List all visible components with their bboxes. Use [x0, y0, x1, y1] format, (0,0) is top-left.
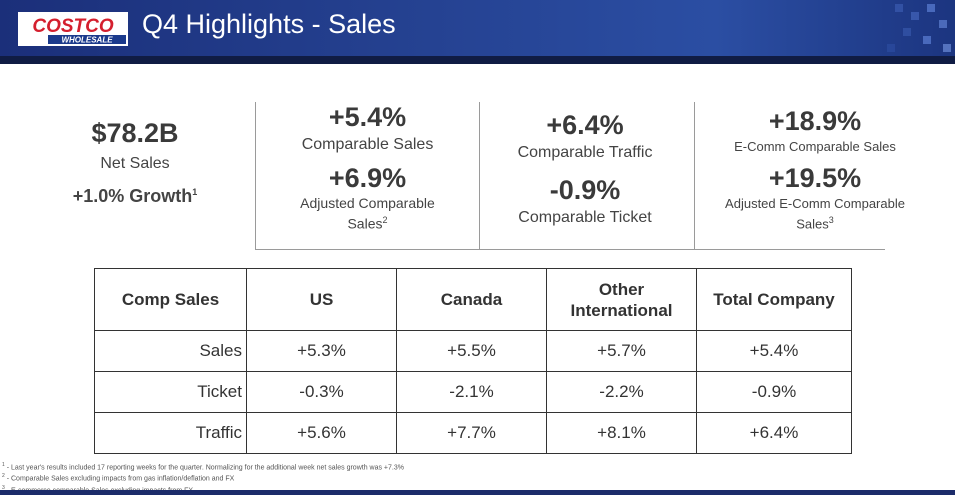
header-banner: COSTCO WHOLESALE Q4 Highlights - Sales [0, 0, 955, 56]
adjusted-ecomm-label-2-text: Sales [796, 216, 829, 232]
cell-sales-other-international: +5.7% [546, 330, 697, 372]
cell-traffic-other-international: +8.1% [546, 412, 697, 454]
page-title: Q4 Highlights - Sales [142, 9, 396, 39]
comparable-sales-label: Comparable Sales [301, 136, 434, 153]
comp-sales-table: Comp Sales US Canada Other International… [94, 268, 852, 454]
ecomm-kpi: +18.9% E-Comm Comparable Sales +19.5% Ad… [710, 104, 920, 232]
logo-wordmark: COSTCO [32, 16, 114, 37]
row-label-ticket: Ticket [94, 371, 247, 413]
table-header-row: Comp Sales US Canada Other International… [94, 268, 852, 331]
footnote-1: 1 - Last year's results included 17 repo… [2, 461, 404, 472]
footnote-2: 2 - Comparable Sales excluding impacts f… [2, 472, 404, 483]
adjusted-ecomm-value: +19.5% [768, 163, 862, 193]
comparable-ticket-value: -0.9% [549, 175, 621, 205]
table-row-traffic: Traffic +5.6% +7.7% +8.1% +6.4% [94, 412, 852, 454]
costco-logo: COSTCO WHOLESALE [18, 12, 128, 46]
ecomm-comparable-label: E-Comm Comparable Sales [734, 139, 896, 154]
comparable-traffic-value: +6.4% [546, 110, 624, 140]
header-comp-sales: Comp Sales [94, 268, 247, 331]
footer-bar [0, 490, 955, 495]
kpi-divider-2 [479, 102, 480, 250]
comparable-ticket-label: Comparable Ticket [518, 209, 652, 226]
footnote-3-mark: 3 [2, 484, 5, 491]
kpi-divider-1 [255, 102, 256, 250]
row-label-traffic: Traffic [94, 412, 247, 454]
adjusted-comparable-label-2-text: Sales [347, 215, 383, 232]
cell-sales-total: +5.4% [696, 330, 852, 372]
table-row-sales: Sales +5.3% +5.5% +5.7% +5.4% [94, 330, 852, 372]
net-sales-kpi: $78.2B Net Sales +1.0% Growth1 [55, 116, 215, 207]
logo-subtext: WHOLESALE [61, 36, 113, 45]
footnote-mark-1: 1 [192, 187, 198, 197]
cell-sales-canada: +5.5% [396, 330, 547, 372]
cell-traffic-canada: +7.7% [396, 412, 547, 454]
pixel-pattern-decoration [887, 4, 951, 52]
header-total-company: Total Company [696, 268, 852, 331]
header-other-international: Other International [546, 268, 697, 331]
cell-traffic-total: +6.4% [696, 412, 852, 454]
adjusted-ecomm-label-1: Adjusted E-Comm Comparable [725, 196, 905, 211]
comparable-traffic-kpi: +6.4% Comparable Traffic -0.9% Comparabl… [490, 108, 680, 228]
footnote-1-mark: 1 [2, 462, 5, 468]
comparable-traffic-label: Comparable Traffic [517, 144, 653, 161]
cell-ticket-other-international: -2.2% [546, 371, 697, 413]
net-sales-label: Net Sales [100, 155, 170, 172]
cell-ticket-total: -0.9% [696, 371, 852, 413]
footnote-1-text: - Last year's results included 17 report… [4, 464, 404, 472]
footnote-mark-2: 2 [382, 215, 388, 225]
footnote-mark-3: 3 [828, 215, 834, 225]
growth-text: +1.0% Growth [72, 186, 193, 206]
table-row-ticket: Ticket -0.3% -2.1% -2.2% -0.9% [94, 371, 852, 413]
footnote-2-text: - Comparable Sales excluding impacts fro… [4, 475, 235, 483]
comparable-sales-value: +5.4% [328, 102, 407, 132]
comparable-sales-kpi: +5.4% Comparable Sales +6.9% Adjusted Co… [270, 100, 465, 233]
adjusted-comparable-label-2: Sales2 [270, 212, 465, 233]
net-sales-value: $78.2B [91, 118, 179, 148]
growth-label: +1.0% Growth1 [55, 182, 215, 207]
adjusted-comparable-value: +6.9% [328, 163, 407, 193]
adjusted-ecomm-label-2: Sales3 [710, 212, 920, 232]
cell-sales-us: +5.3% [246, 330, 397, 372]
ecomm-comparable-value: +18.9% [768, 106, 862, 136]
cell-ticket-us: -0.3% [246, 371, 397, 413]
cell-traffic-us: +5.6% [246, 412, 397, 454]
kpi-divider-3 [694, 102, 695, 250]
footnote-2-mark: 2 [2, 473, 5, 480]
kpi-bottom-rule [255, 249, 885, 250]
header-canada: Canada [396, 268, 547, 331]
cell-ticket-canada: -2.1% [396, 371, 547, 413]
row-label-sales: Sales [94, 330, 247, 372]
header-us: US [246, 268, 397, 331]
adjusted-comparable-label-1: Adjusted Comparable [300, 195, 435, 211]
header-stripe [0, 56, 955, 64]
